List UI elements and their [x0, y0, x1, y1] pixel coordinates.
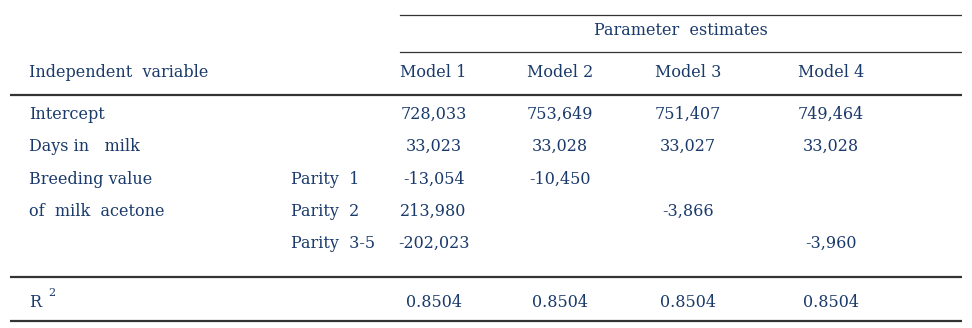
Text: -3,960: -3,960: [805, 235, 856, 252]
Text: Days in   milk: Days in milk: [29, 138, 140, 155]
Text: 33,028: 33,028: [533, 138, 588, 155]
Text: 753,649: 753,649: [527, 106, 594, 123]
Text: 33,027: 33,027: [660, 138, 716, 155]
Text: 0.8504: 0.8504: [405, 294, 462, 311]
Text: Parameter  estimates: Parameter estimates: [594, 22, 768, 39]
Text: Parity  2: Parity 2: [291, 203, 359, 220]
Text: 213,980: 213,980: [400, 203, 467, 220]
Text: -3,866: -3,866: [662, 203, 713, 220]
Text: Parity  3-5: Parity 3-5: [291, 235, 375, 252]
Text: R: R: [29, 294, 41, 311]
Text: 0.8504: 0.8504: [533, 294, 588, 311]
Text: Model 2: Model 2: [527, 64, 594, 81]
Text: -202,023: -202,023: [398, 235, 469, 252]
Text: 728,033: 728,033: [400, 106, 467, 123]
Text: 751,407: 751,407: [655, 106, 721, 123]
Text: Independent  variable: Independent variable: [29, 64, 208, 81]
Text: of  milk  acetone: of milk acetone: [29, 203, 164, 220]
Text: Parity  1: Parity 1: [291, 171, 359, 188]
Text: Intercept: Intercept: [29, 106, 105, 123]
Text: -13,054: -13,054: [402, 171, 465, 188]
Text: 33,028: 33,028: [803, 138, 859, 155]
Text: 0.8504: 0.8504: [803, 294, 859, 311]
Text: 2: 2: [48, 288, 55, 298]
Text: 749,464: 749,464: [798, 106, 864, 123]
Text: Model 3: Model 3: [655, 64, 721, 81]
Text: Breeding value: Breeding value: [29, 171, 152, 188]
Text: 33,023: 33,023: [405, 138, 462, 155]
Text: -10,450: -10,450: [530, 171, 591, 188]
Text: Model 4: Model 4: [798, 64, 864, 81]
Text: 0.8504: 0.8504: [660, 294, 716, 311]
Text: Model 1: Model 1: [400, 64, 467, 81]
